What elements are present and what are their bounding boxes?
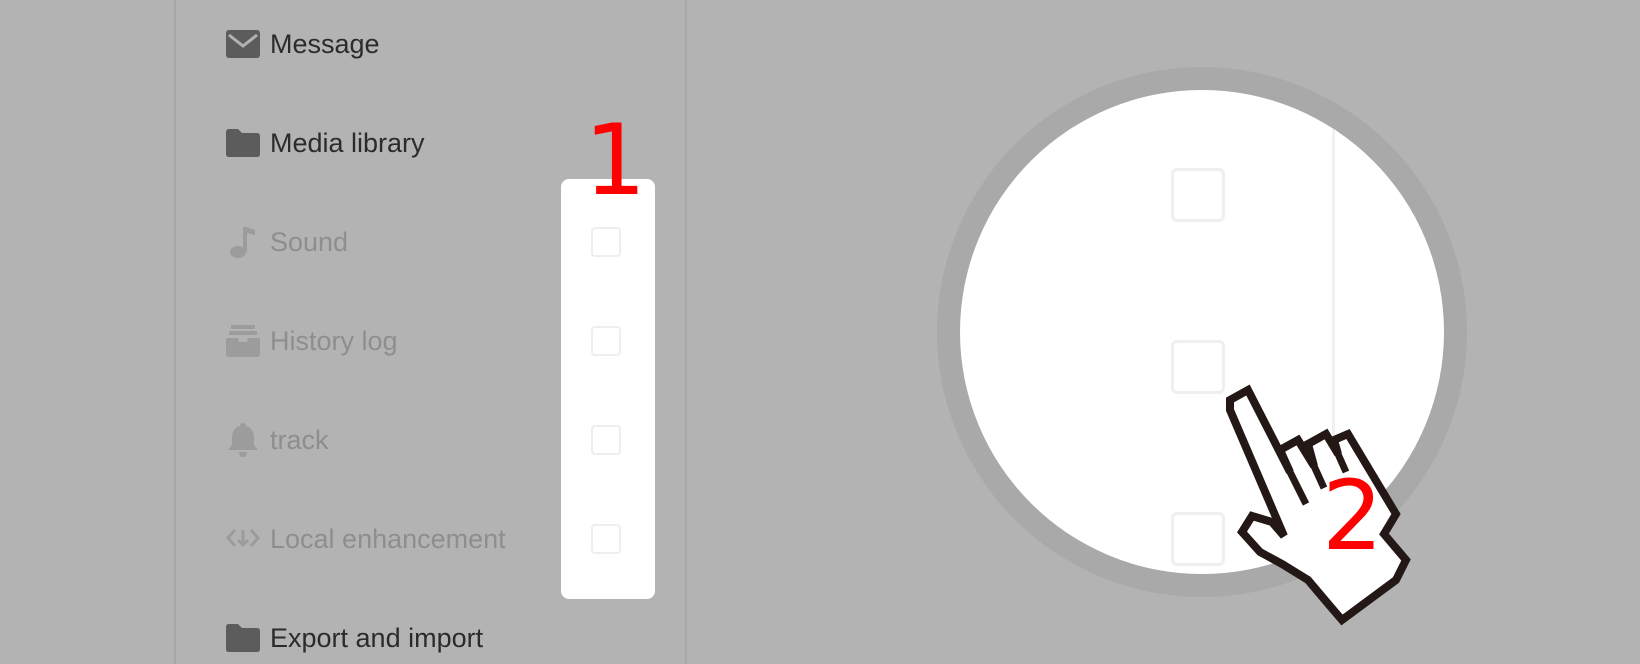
checkbox-history-log[interactable]	[591, 326, 621, 356]
menu-item-export-import[interactable]: Export and import	[226, 618, 483, 658]
pointing-hand-cursor-icon	[1226, 384, 1411, 626]
menu-item-sound[interactable]: Sound	[226, 222, 348, 262]
folder-icon	[226, 126, 260, 160]
menu-item-label: Local enhancement	[270, 523, 506, 554]
menu-item-label: Message	[270, 28, 380, 59]
checkbox-sound[interactable]	[591, 227, 621, 257]
magnified-checkbox	[1171, 168, 1225, 222]
step-2-marker: 2	[1322, 460, 1384, 572]
magnifier-lens	[960, 90, 1444, 574]
menu-item-track[interactable]: track	[226, 420, 329, 460]
menu-item-local-enhancement[interactable]: Local enhancement	[226, 519, 506, 559]
checkbox-local-enhancement[interactable]	[591, 524, 621, 554]
panel-divider	[685, 0, 687, 664]
menu-item-history-log[interactable]: History log	[226, 321, 398, 361]
menu-item-label: Sound	[270, 226, 349, 257]
folder-icon	[226, 621, 260, 655]
menu-item-label: track	[270, 424, 329, 455]
menu-item-label: History log	[270, 325, 398, 356]
checkbox-column-highlight	[561, 179, 655, 599]
menu-item-label: Export and import	[270, 622, 484, 653]
magnified-checkbox	[1171, 340, 1225, 394]
music-note-icon	[226, 225, 260, 259]
sidebar-divider	[174, 0, 176, 664]
envelope-icon	[226, 27, 260, 61]
menu-item-media-library[interactable]: Media library	[226, 123, 425, 163]
checkbox-track[interactable]	[591, 425, 621, 455]
menu-item-label: Media library	[270, 127, 425, 158]
bell-icon	[226, 423, 260, 457]
magnified-checkbox	[1171, 512, 1225, 566]
step-1-marker: 1	[584, 104, 647, 218]
magnified-divider	[1332, 90, 1335, 574]
menu-item-message[interactable]: Message	[226, 24, 380, 64]
code-download-icon	[226, 522, 260, 556]
archive-box-icon	[226, 324, 260, 358]
